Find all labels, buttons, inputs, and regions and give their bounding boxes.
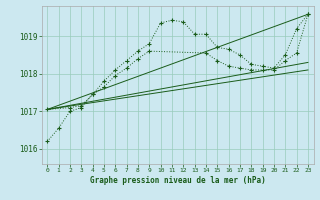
X-axis label: Graphe pression niveau de la mer (hPa): Graphe pression niveau de la mer (hPa) (90, 176, 266, 185)
